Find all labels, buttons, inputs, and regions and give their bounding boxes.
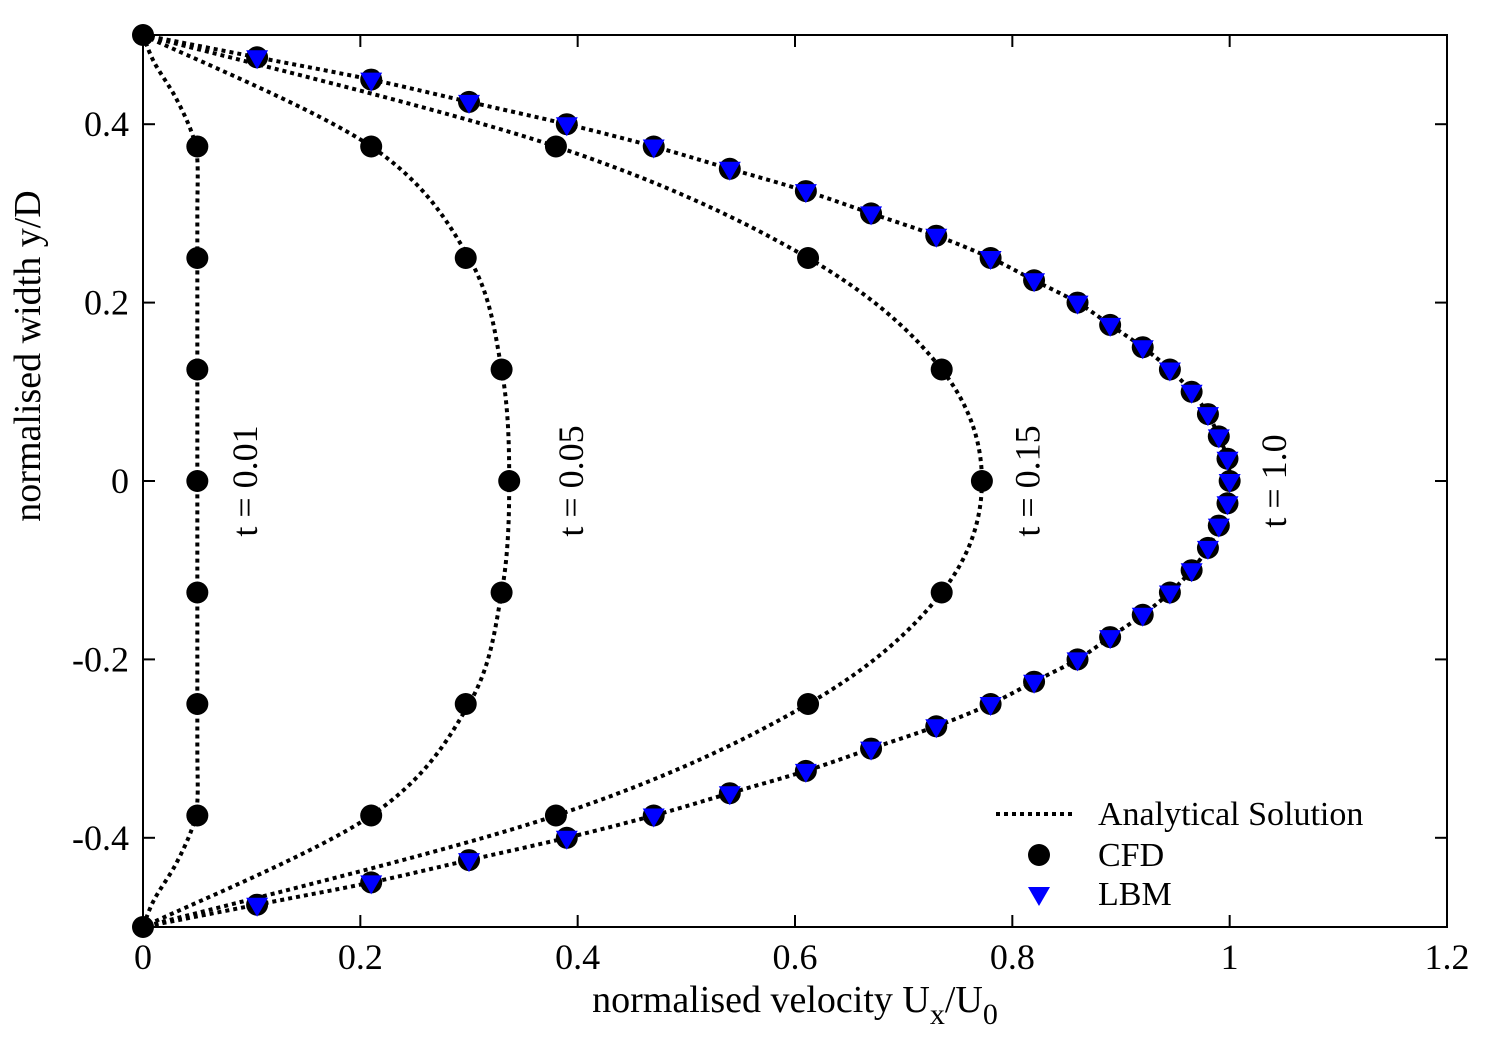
- lbm-point: [1099, 630, 1122, 650]
- legend-lbm-label: LBM: [1098, 876, 1172, 913]
- x-tick-label: 0.4: [555, 937, 600, 977]
- cfd-point: [544, 804, 567, 827]
- lbm-point: [555, 830, 578, 850]
- curve-label: t = 1.0: [1254, 434, 1294, 527]
- lbm-point: [1180, 563, 1203, 583]
- legend-analytical-label: Analytical Solution: [1098, 796, 1363, 833]
- cfd-point: [186, 804, 209, 827]
- lbm-point: [979, 251, 1002, 270]
- lbm-point: [1066, 295, 1089, 315]
- cfd-point: [970, 470, 993, 492]
- lbm-point: [642, 139, 665, 159]
- plot-frame: [142, 34, 1448, 928]
- lbm-point: [794, 184, 817, 204]
- analytical-curve-t1_0: [142, 33, 1232, 929]
- lbm-point: [1158, 585, 1181, 605]
- lbm-point: [1207, 429, 1230, 449]
- cfd-point: [490, 581, 513, 604]
- curve-label: t = 0.05: [551, 425, 591, 536]
- cfd-point: [454, 693, 477, 715]
- y-tick-label: 0.4: [84, 104, 129, 144]
- data-markers: [132, 24, 1241, 938]
- lbm-point: [1066, 652, 1089, 672]
- lbm-point: [1099, 317, 1122, 337]
- lbm-point: [718, 786, 741, 806]
- lbm-point: [718, 161, 741, 181]
- tick-labels: 0 0.2 0.4 0.6 0.8 1 1.2 -0.4 -0.2 0 0.2 0.4: [72, 104, 1470, 977]
- lbm-point: [458, 94, 480, 114]
- y-tick-label: -0.4: [72, 818, 129, 858]
- lbm-point: [1216, 496, 1239, 516]
- lbm-point: [925, 228, 948, 248]
- x-tick-label: 1: [1221, 937, 1239, 977]
- lbm-point: [458, 853, 480, 873]
- lbm-point: [860, 741, 883, 761]
- cfd-point: [930, 358, 953, 381]
- x-axis-label: normalised velocity Ux/U0: [592, 979, 998, 1031]
- lbm-point: [925, 719, 948, 739]
- curve-label: t = 0.15: [1008, 425, 1048, 536]
- y-tick-label: -0.2: [72, 639, 129, 679]
- cfd-point: [186, 470, 209, 492]
- lbm-point: [1023, 273, 1046, 293]
- cfd-point: [360, 804, 383, 827]
- cfd-point: [544, 135, 567, 158]
- cfd-point: [186, 581, 209, 604]
- x-tick-label: 0.2: [338, 937, 383, 977]
- lbm-point: [1207, 518, 1230, 538]
- cfd-point: [797, 693, 820, 715]
- cfd-point: [797, 247, 820, 269]
- cfd-point: [186, 693, 209, 715]
- curve-label: t = 0.01: [225, 425, 265, 536]
- lbm-point: [246, 50, 269, 70]
- lbm-point: [1196, 540, 1219, 560]
- x-tick-label: 0.6: [773, 937, 818, 977]
- cfd-point: [454, 247, 477, 269]
- curve-labels: t = 0.01 t = 0.05 t = 0.15 t = 1.0: [225, 425, 1294, 536]
- axis-ticks: [142, 35, 1448, 927]
- x-tick-label: 1.2: [1425, 937, 1470, 977]
- x-tick-label: 0: [134, 937, 152, 977]
- cfd-point: [186, 247, 209, 269]
- lbm-point: [360, 875, 383, 895]
- lbm-point: [1180, 384, 1203, 404]
- lbm-point: [360, 72, 383, 92]
- y-tick-label: 0: [111, 461, 129, 501]
- lbm-point: [1218, 474, 1241, 493]
- lbm-point: [555, 117, 578, 137]
- legend-cfd-marker: [1028, 844, 1050, 866]
- legend-lbm-marker: [1028, 887, 1050, 906]
- legend-cfd-label: CFD: [1098, 837, 1164, 874]
- lbm-point: [1196, 407, 1219, 427]
- cfd-point: [490, 358, 513, 381]
- lbm-point: [246, 897, 269, 917]
- cfd-point: [186, 358, 209, 381]
- lbm-point: [1023, 674, 1046, 694]
- analytical-curves: [141, 33, 1232, 929]
- lbm-point: [860, 206, 883, 226]
- lbm-point: [1131, 607, 1154, 627]
- lbm-point: [1131, 340, 1154, 360]
- lbm-point: [1216, 451, 1239, 471]
- x-tick-label: 0.8: [990, 937, 1035, 977]
- lbm-point: [979, 697, 1002, 716]
- lbm-point: [794, 763, 817, 783]
- y-tick-label: 0.2: [84, 283, 129, 323]
- cfd-point: [498, 470, 521, 492]
- lbm-point: [1158, 362, 1181, 382]
- cfd-point: [186, 135, 209, 158]
- cfd-point: [930, 581, 953, 604]
- legend: Analytical Solution CFD LBM: [996, 796, 1363, 913]
- lbm-point: [642, 808, 665, 828]
- cfd-point: [360, 135, 383, 158]
- y-axis-label: normalised width y/D: [7, 190, 49, 521]
